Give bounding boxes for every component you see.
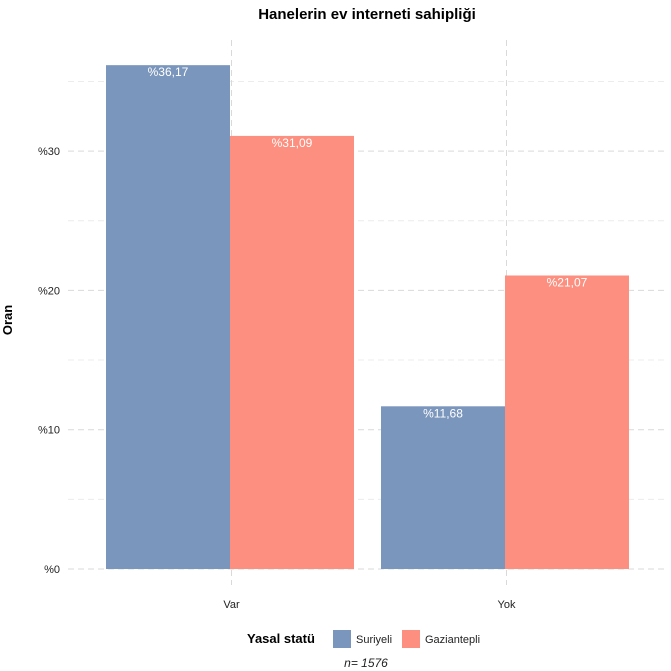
- data-labels: %36,17 %31,09 %11,68 %21,07: [148, 65, 588, 420]
- bar-suriyeli-yok: [381, 406, 505, 569]
- x-tick-label: Var: [223, 599, 240, 611]
- chart-caption: n= 1576: [344, 656, 388, 670]
- bar-suriyeli-var: [106, 65, 230, 569]
- bar-gaziantepli-yok: [505, 275, 629, 569]
- data-label: %36,17: [148, 65, 189, 79]
- y-tick-label: %30: [38, 146, 60, 158]
- y-tick-label: %20: [38, 285, 60, 297]
- legend: Yasal statü Suriyeli Gaziantepli: [247, 630, 480, 648]
- legend-swatch-gaziantepli: [402, 630, 420, 648]
- x-tick-label: Yok: [498, 599, 516, 611]
- legend-swatch-suriyeli: [333, 630, 351, 648]
- y-axis-title: Oran: [0, 305, 15, 335]
- legend-title: Yasal statü: [247, 631, 315, 646]
- legend-label-gaziantepli: Gaziantepli: [425, 634, 480, 646]
- x-axis-ticks: Var Yok: [223, 599, 516, 611]
- bar-gaziantepli-var: [230, 135, 354, 569]
- y-tick-label: %10: [38, 425, 60, 437]
- legend-label-suriyeli: Suriyeli: [356, 634, 392, 646]
- bars: [106, 65, 629, 569]
- y-tick-label: %0: [44, 564, 60, 576]
- y-axis-ticks: %0 %10 %20 %30: [38, 146, 60, 576]
- data-label: %31,09: [272, 136, 313, 150]
- data-label: %21,07: [547, 275, 588, 289]
- chart-title: Hanelerin ev interneti sahipliği: [258, 6, 476, 23]
- data-label: %11,68: [423, 406, 463, 420]
